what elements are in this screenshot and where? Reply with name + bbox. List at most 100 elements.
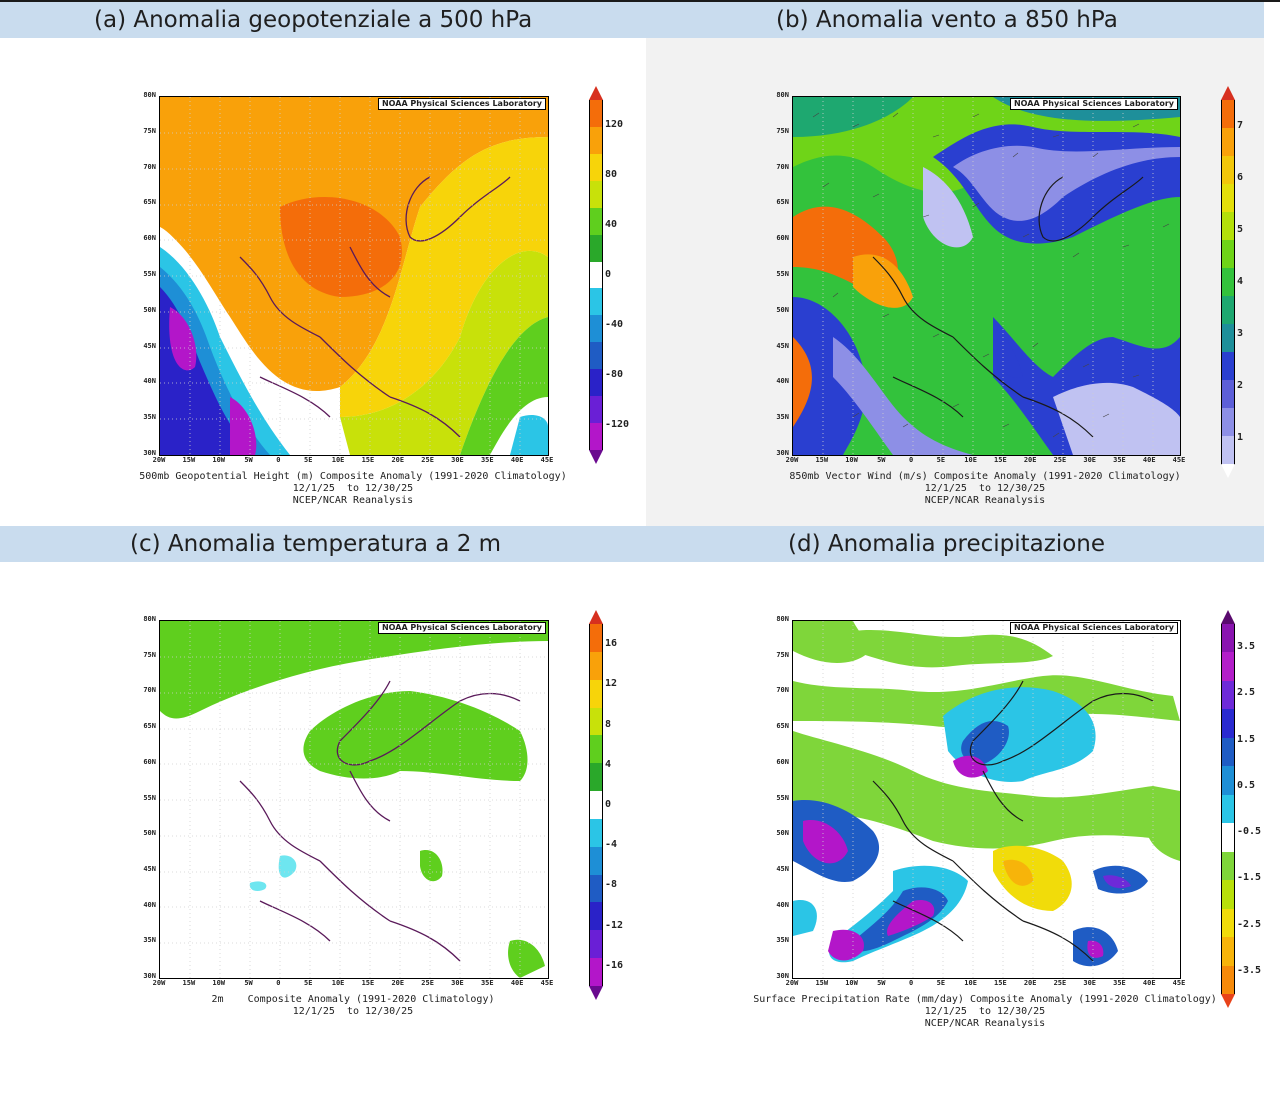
- lon-label: 15W: [815, 979, 829, 987]
- colorbar-segment: [1221, 965, 1235, 995]
- colorbar-segment: [1221, 709, 1235, 739]
- lon-label: 10E: [964, 456, 977, 464]
- colorbar-d: [1221, 610, 1235, 1008]
- map-d-field: [793, 621, 1180, 978]
- map-a-caption: 500mb Geopotential Height (m) Composite …: [120, 471, 586, 507]
- map-d-caption: Surface Precipitation Rate (mm/day) Comp…: [745, 994, 1225, 1030]
- lat-label: 70N: [143, 686, 156, 695]
- colorbar-tick-label: 7: [1237, 120, 1244, 131]
- lon-label: 15E: [994, 979, 1007, 987]
- colorbar-segment: [589, 763, 603, 792]
- colorbar-top-arrow: [1221, 610, 1235, 624]
- colorbar-segment: [1221, 652, 1235, 682]
- map-c: NOAA Physical Sciences Laboratory: [159, 620, 549, 979]
- map-c-caption: 2m Composite Anomaly (1991-2020 Climatol…: [150, 994, 556, 1018]
- lon-label: 20E: [1023, 456, 1037, 464]
- colorbar-segment: [1221, 408, 1235, 437]
- map-b-caption-line2: 12/1/25 to 12/30/25: [924, 483, 1046, 494]
- lon-label: 20E: [391, 979, 405, 987]
- lat-label: 50N: [143, 305, 156, 314]
- lon-label: 5W: [244, 979, 253, 987]
- lon-label: 5E: [936, 456, 946, 464]
- lon-label: 30E: [1083, 979, 1097, 987]
- lon-label: 20E: [1023, 979, 1037, 987]
- colorbar-tick-label: -3.5: [1237, 964, 1262, 976]
- colorbar-tick-label: -12: [605, 919, 624, 931]
- colorbar-top-arrow: [589, 86, 603, 100]
- colorbar-segment: [1221, 212, 1235, 241]
- lat-label: 40N: [143, 900, 156, 909]
- lat-label: 35N: [776, 413, 789, 422]
- colorbar-segment: [589, 396, 603, 424]
- panel-b-title: (b) Anomalia vento a 850 hPa: [776, 7, 1118, 33]
- lat-label: 50N: [776, 305, 789, 314]
- colorbar-segment: [1221, 184, 1235, 213]
- top-border: [0, 0, 1280, 2]
- lon-label: 40E: [510, 979, 524, 987]
- colorbar-tick-label: 16: [605, 638, 618, 650]
- lat-label: 70N: [143, 162, 156, 171]
- map-b: NOAA Physical Sciences Laboratory: [792, 96, 1181, 456]
- lon-label: 40E: [1142, 979, 1156, 987]
- lat-label: 80N: [143, 615, 156, 623]
- lat-label: 55N: [143, 270, 156, 278]
- colorbar-tick-label: 4: [605, 758, 612, 770]
- lat-label: 75N: [143, 126, 156, 135]
- lon-label: 5W: [877, 456, 886, 464]
- lon-label: 0: [276, 979, 281, 987]
- colorbar-segment: [589, 180, 603, 209]
- lon-label: 45E: [1172, 456, 1186, 464]
- lon-label: 0: [276, 456, 281, 464]
- colorbar-segment: [589, 369, 603, 397]
- map-a-credit: NOAA Physical Sciences Laboratory: [377, 98, 546, 110]
- header-panel-a: (a) Anomalia geopotenziale a 500 hPa: [0, 2, 646, 38]
- lon-label: 25E: [1053, 456, 1067, 464]
- colorbar-segment: [589, 288, 603, 316]
- lon-label: 10W: [845, 979, 858, 987]
- colorbar-segment: [1221, 851, 1235, 881]
- colorbar-segment: [1221, 436, 1235, 465]
- colorbar-segment: [1221, 100, 1235, 129]
- lon-label: 10E: [331, 456, 345, 464]
- colorbar-tick-label: 40: [605, 219, 618, 230]
- lat-label: 70N: [776, 162, 789, 171]
- colorbar-tick-label: 12: [605, 678, 618, 690]
- colorbar-segment: [589, 315, 603, 343]
- colorbar-tick-label: 2.5: [1237, 687, 1256, 699]
- lat-label: 60N: [776, 757, 789, 766]
- colorbar-tick-label: 120: [605, 119, 624, 130]
- map-a-caption-line2: 12/1/25 to 12/30/25: [292, 483, 414, 494]
- lon-label: 20W: [785, 456, 799, 464]
- colorbar-segment: [589, 126, 603, 155]
- colorbar-segment: [1221, 324, 1235, 353]
- colorbar-segment: [1221, 823, 1235, 853]
- colorbar-segment: [589, 930, 603, 959]
- lon-label: 5W: [877, 979, 886, 987]
- colorbar-segment: [1221, 240, 1235, 269]
- lat-label: 35N: [776, 936, 789, 945]
- lat-label: 40N: [776, 377, 789, 386]
- colorbar-bottom-arrow: [1221, 994, 1235, 1008]
- colorbar-segment: [1221, 937, 1235, 967]
- lon-label: 5E: [936, 979, 946, 987]
- map-a-caption-line3: NCEP/NCAR Reanalysis: [292, 495, 414, 506]
- colorbar-segment: [589, 735, 603, 764]
- colorbar-segment: [589, 624, 603, 653]
- lon-label: 45E: [1172, 979, 1186, 987]
- lon-label: 10E: [331, 979, 345, 987]
- lon-label: 10W: [845, 456, 858, 464]
- lon-label: 25E: [1053, 979, 1067, 987]
- map-c-field: [160, 621, 548, 978]
- lon-label: 20E: [391, 456, 405, 464]
- lat-label: 45N: [776, 341, 789, 350]
- lon-label: 10W: [212, 456, 226, 464]
- lat-label: 65N: [143, 722, 156, 731]
- lat-label: 55N: [143, 793, 156, 802]
- lat-label: 40N: [776, 900, 789, 909]
- colorbar-tick-label: 1.5: [1237, 733, 1256, 745]
- colorbar-tick-label: -4: [605, 839, 618, 851]
- lon-label: 15E: [361, 979, 375, 987]
- lon-label: 10E: [964, 979, 977, 987]
- lon-label: 20W: [152, 979, 166, 987]
- colorbar-segment: [589, 818, 603, 848]
